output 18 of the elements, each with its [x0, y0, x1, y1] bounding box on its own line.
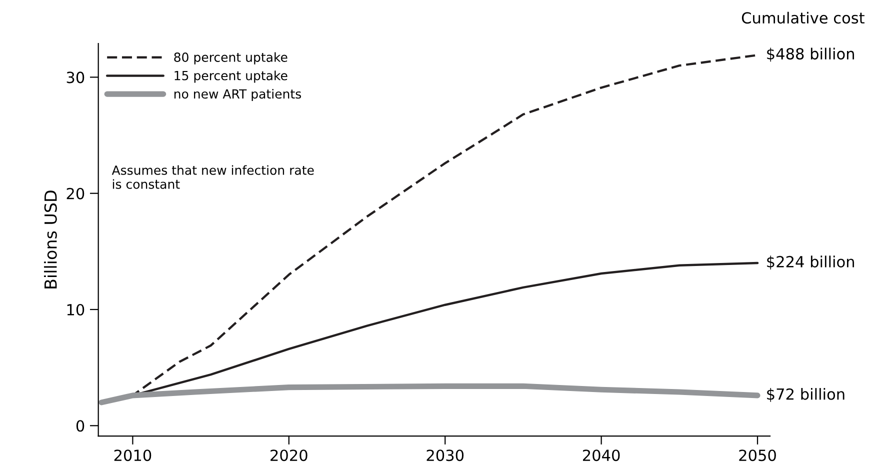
x-tick-label: 2050 — [739, 450, 776, 462]
annotation: $72 billion — [767, 388, 844, 402]
y-tick-label: 10 — [67, 304, 84, 316]
annotation: Assumes that new infection rate is constant — [112, 165, 314, 189]
x-tick-label: 2020 — [270, 450, 308, 462]
x-tick-label: 2030 — [426, 450, 464, 462]
legend-label: no new ART patients — [174, 88, 302, 102]
y-tick-label: 20 — [66, 188, 84, 200]
legend-label: 80 percent uptake — [174, 52, 288, 64]
y-tick-label: 30 — [66, 72, 84, 84]
text: Cumulative cost — [742, 12, 864, 24]
annotation: $488 billion — [767, 48, 854, 62]
legend-label: 15 percent uptake — [174, 70, 288, 83]
x-tick-label: 2010 — [114, 450, 152, 462]
y-tick-label: 0 — [76, 420, 84, 432]
annotation: $224 billion — [767, 256, 854, 270]
y-axis-title: Billions USD — [44, 190, 57, 288]
x-tick-label: 2040 — [582, 450, 620, 462]
